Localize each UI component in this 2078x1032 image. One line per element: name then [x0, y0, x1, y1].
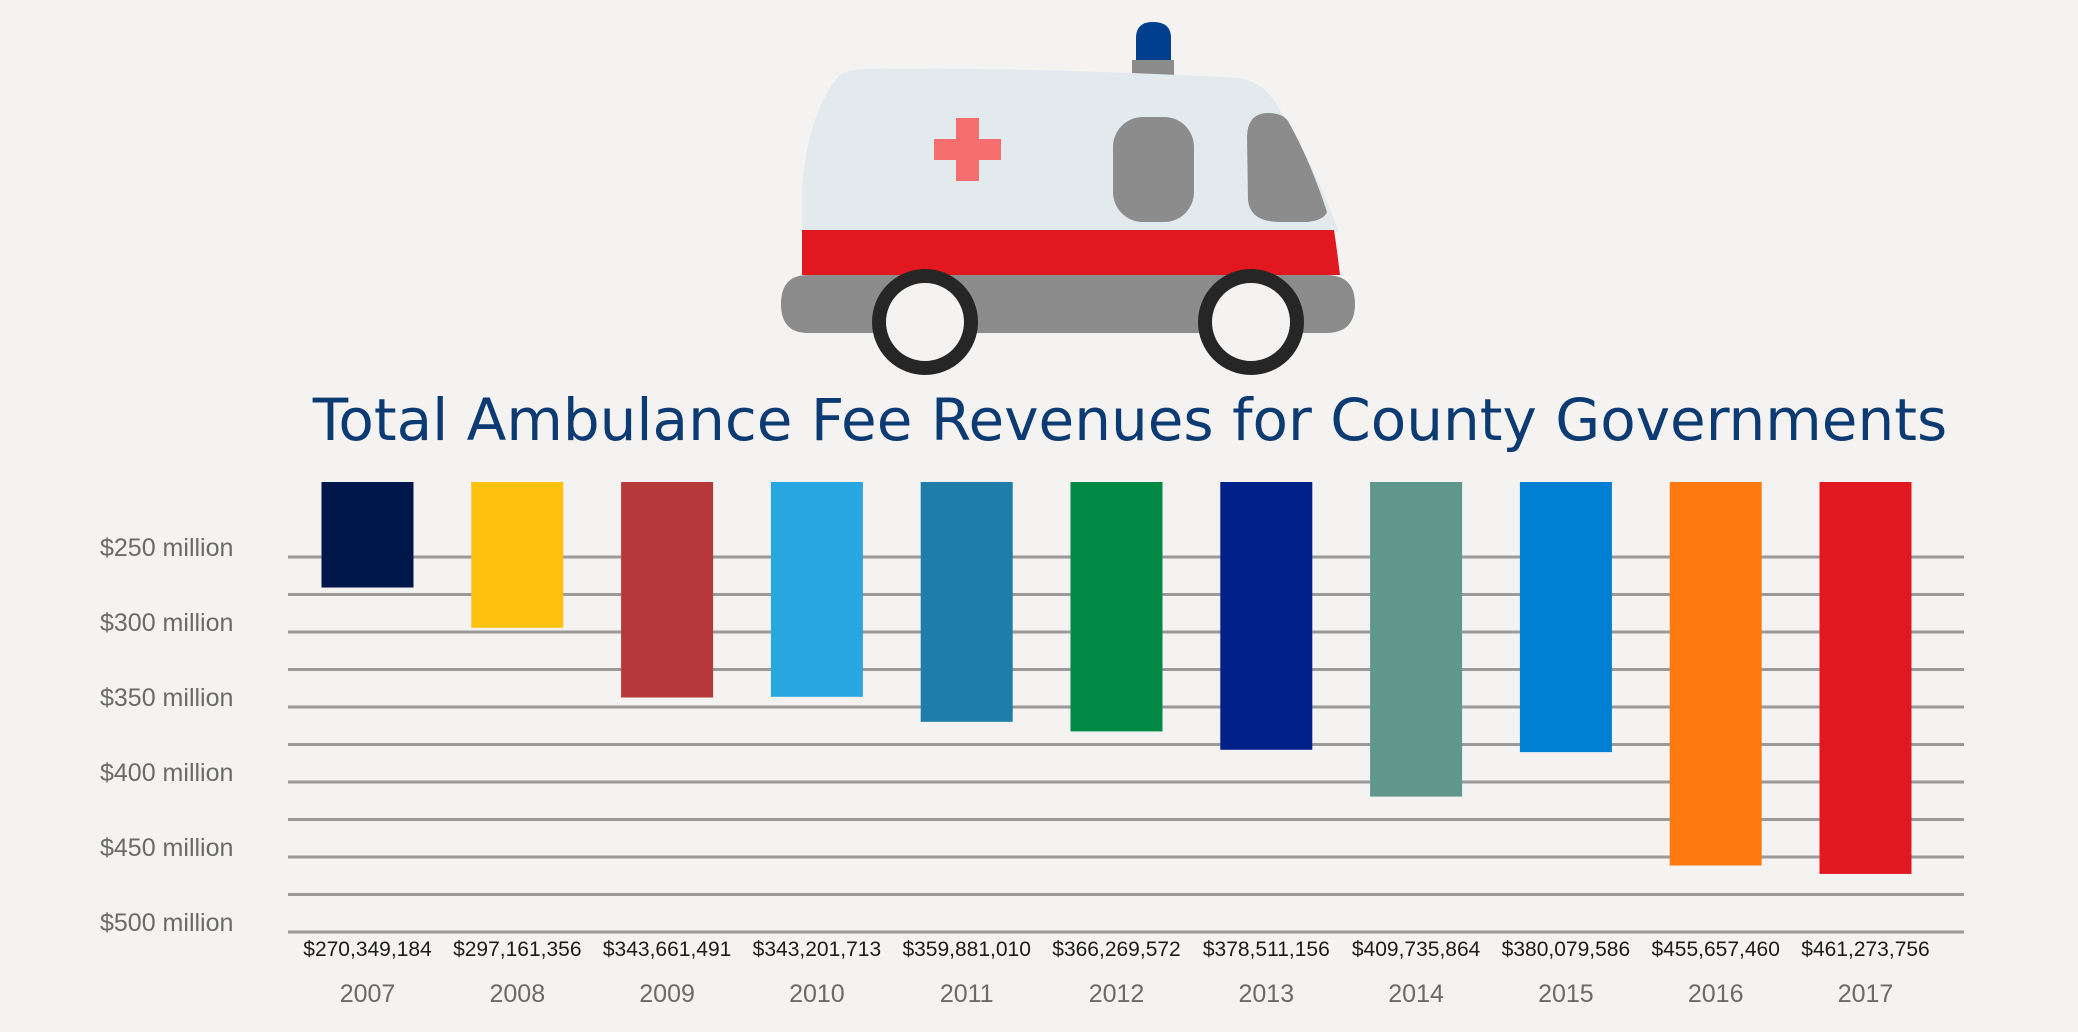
y-tick-label: $400 million	[100, 759, 233, 787]
y-axis-tick-labels: $250 million $300 million $350 million $400…	[100, 534, 233, 937]
value-label-2015: $380,079,586	[1502, 938, 1630, 961]
bar-2007	[321, 482, 414, 588]
value-label-2008: $297,161,356	[453, 938, 581, 961]
y-tick-label: $300 million	[100, 609, 233, 637]
bars	[321, 482, 1912, 874]
bar-2014	[1370, 482, 1463, 797]
ambulance-wheel-front	[1198, 269, 1304, 375]
value-label-2012: $366,269,572	[1052, 938, 1180, 961]
value-labels: $270,349,184 $297,161,356 $343,661,491 $343…	[303, 938, 1929, 961]
value-label-2014: $409,735,864	[1352, 938, 1481, 961]
chart-title: Total Ambulance Fee Revenues for County …	[312, 386, 1947, 454]
value-label-2017: $461,273,756	[1801, 938, 1929, 961]
y-tick-label: $450 million	[100, 834, 233, 862]
bar-2009	[621, 482, 714, 698]
x-tick-label-2011: 2011	[940, 980, 994, 1008]
bar-2013	[1220, 482, 1313, 750]
value-label-2009: $343,661,491	[603, 938, 731, 961]
x-tick-label-2016: 2016	[1688, 980, 1744, 1008]
x-tick-label-2017: 2017	[1838, 980, 1894, 1008]
y-tick-label: $500 million	[100, 909, 233, 937]
ambulance-icon	[781, 22, 1355, 375]
bar-2017	[1819, 482, 1912, 874]
ambulance-window-rear	[1113, 117, 1194, 222]
x-axis-tick-labels: 2007 2008 2009 2010 2011 2012 2013 2014 2015 2016…	[340, 980, 1894, 1008]
x-tick-label-2009: 2009	[639, 980, 695, 1008]
value-label-2010: $343,201,713	[753, 938, 881, 961]
ambulance-wheel-rear	[872, 269, 978, 375]
value-label-2007: $270,349,184	[303, 938, 432, 961]
siren-light	[1136, 22, 1171, 60]
y-tick-label: $350 million	[100, 684, 233, 712]
bar-2011	[920, 482, 1013, 722]
siren-base	[1132, 60, 1174, 75]
bar-2012	[1070, 482, 1163, 732]
x-tick-label-2013: 2013	[1238, 980, 1294, 1008]
x-tick-label-2007: 2007	[340, 980, 396, 1008]
bar-2008	[471, 482, 564, 628]
x-tick-label-2010: 2010	[789, 980, 845, 1008]
value-label-2016: $455,657,460	[1651, 938, 1779, 961]
x-tick-label-2012: 2012	[1089, 980, 1145, 1008]
red-cross-bar	[934, 139, 1001, 160]
bar-2016	[1669, 482, 1762, 866]
x-tick-label-2015: 2015	[1538, 980, 1594, 1008]
x-tick-label-2014: 2014	[1388, 980, 1444, 1008]
value-label-2013: $378,511,156	[1203, 938, 1330, 961]
ambulance-window-front	[1247, 113, 1327, 222]
ambulance-body	[802, 68, 1340, 232]
bar-2015	[1519, 482, 1612, 753]
x-tick-label-2008: 2008	[489, 980, 545, 1008]
y-tick-label: $250 million	[100, 534, 233, 562]
bar-2010	[770, 482, 863, 697]
ambulance-stripe	[802, 230, 1340, 275]
value-label-2011: $359,881,010	[902, 938, 1030, 961]
